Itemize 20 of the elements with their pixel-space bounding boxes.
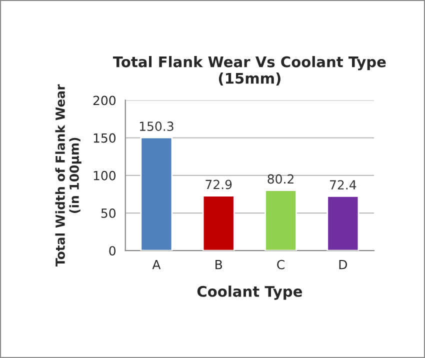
y-tick-label: 200 [93, 96, 116, 106]
x-tick-label: C [277, 260, 284, 270]
bar [264, 190, 297, 251]
data-label: 72.4 [330, 180, 356, 190]
y-tick-label: 50 [101, 208, 116, 218]
x-tick-label: D [339, 260, 347, 270]
bar [140, 136, 173, 251]
bar [202, 195, 235, 251]
bar [326, 195, 360, 251]
y-axis-title: Total Width of Flank Wear (in 100μm) [55, 84, 82, 267]
y-tick-label: 100 [94, 170, 116, 180]
data-label: 80.2 [268, 174, 294, 184]
y-tick-label: 150 [94, 133, 116, 143]
data-label: 72.9 [206, 180, 232, 190]
x-axis-title: Coolant Type [197, 286, 302, 300]
x-tick-label: B [216, 260, 222, 270]
data-label: 150.3 [140, 122, 174, 132]
y-tick-label: 0 [109, 246, 116, 256]
chart-title: Total Flank Wear Vs Coolant Type (15mm) [112, 56, 386, 86]
x-tick-label: A [152, 260, 161, 270]
